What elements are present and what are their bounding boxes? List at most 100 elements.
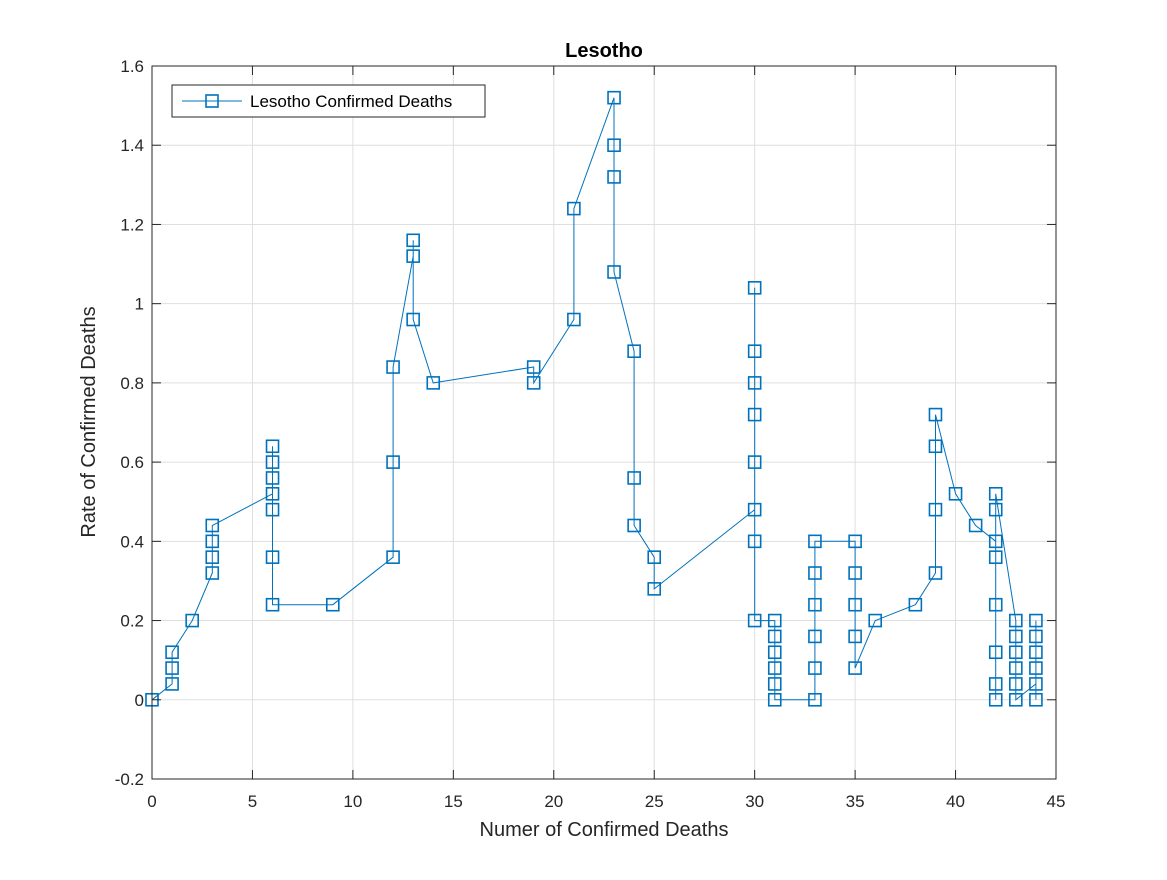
- x-tick-label: 30: [745, 792, 764, 811]
- data-point: [928, 407, 943, 422]
- data-point: [968, 518, 983, 533]
- data-point: [1009, 677, 1023, 691]
- data-point: [747, 534, 762, 549]
- series-layer: [145, 90, 1043, 707]
- data-point: [808, 534, 822, 549]
- data-point: [386, 360, 400, 374]
- data-point: [647, 582, 662, 596]
- y-tick-label: 0.8: [120, 374, 144, 393]
- data-point: [1009, 629, 1023, 644]
- data-point: [1029, 645, 1043, 660]
- data-point: [808, 661, 822, 675]
- data-point: [265, 597, 280, 612]
- data-point: [325, 597, 340, 612]
- x-tick-label: 25: [645, 792, 664, 811]
- data-point: [406, 249, 420, 263]
- data-point: [406, 233, 420, 248]
- data-point: [928, 439, 943, 454]
- x-ticks: 0 5 10 15 20 25 30 35 40 45: [147, 66, 1065, 811]
- data-point: [1029, 677, 1043, 691]
- data-point: [988, 597, 1003, 612]
- data-point: [848, 534, 862, 549]
- data-point: [928, 502, 943, 517]
- data-point: [747, 376, 762, 390]
- data-point: [265, 439, 280, 454]
- data-point: [526, 376, 541, 390]
- y-tick-label: 0.4: [120, 532, 144, 551]
- y-tick-label: 0: [135, 691, 144, 710]
- data-point: [567, 312, 581, 327]
- data-point: [647, 550, 662, 564]
- data-point: [205, 566, 220, 580]
- data-point: [1009, 613, 1023, 628]
- data-point: [607, 138, 621, 153]
- data-point: [265, 471, 280, 485]
- data-point: [386, 455, 400, 469]
- y-tick-label: 0.6: [120, 453, 144, 472]
- y-tick-label: 1.6: [120, 57, 144, 76]
- data-point: [767, 677, 782, 691]
- x-tick-label: 20: [544, 792, 563, 811]
- x-tick-label: 0: [147, 792, 156, 811]
- x-axis-label: Numer of Confirmed Deaths: [480, 819, 729, 841]
- data-point: [928, 566, 943, 580]
- data-point: [747, 281, 762, 295]
- data-point: [265, 550, 280, 564]
- data-point: [165, 661, 179, 675]
- data-point: [1009, 645, 1023, 660]
- data-point: [747, 455, 762, 469]
- y-tick-label: 1.2: [120, 215, 144, 234]
- data-point: [767, 613, 782, 628]
- data-point: [808, 566, 822, 580]
- legend-label: Lesotho Confirmed Deaths: [250, 92, 452, 111]
- data-point: [988, 486, 1003, 501]
- data-point: [747, 407, 762, 422]
- data-point: [767, 645, 782, 660]
- data-point: [988, 645, 1003, 660]
- chart-title: Lesotho: [565, 40, 643, 62]
- data-point: [747, 344, 762, 359]
- data-point: [1029, 692, 1043, 707]
- data-point: [808, 692, 822, 707]
- y-axis-label: Rate of Confirmed Deaths: [78, 306, 100, 537]
- y-ticks: -0.2 0 0.2 0.4 0.6 0.8 1 1.2 1.4 1.6: [115, 57, 1056, 789]
- data-point: [988, 677, 1003, 691]
- data-point: [607, 265, 621, 279]
- data-point: [205, 550, 220, 564]
- data-point: [185, 613, 199, 628]
- data-point: [607, 170, 621, 184]
- data-point: [767, 661, 782, 675]
- data-point: [1009, 692, 1023, 707]
- data-point: [386, 550, 400, 564]
- data-point: [426, 376, 441, 390]
- data-point: [627, 344, 641, 359]
- data-point: [627, 471, 641, 485]
- data-point: [848, 661, 862, 675]
- data-point: [265, 486, 280, 501]
- y-tick-label: 0.2: [120, 612, 144, 631]
- data-point: [808, 629, 822, 644]
- data-point: [1029, 629, 1043, 644]
- data-point: [767, 692, 782, 707]
- x-tick-label: 10: [343, 792, 362, 811]
- data-point: [205, 534, 220, 549]
- data-point: [265, 502, 280, 517]
- plot-frame: [151, 65, 1057, 780]
- x-tick-label: 45: [1047, 792, 1066, 811]
- data-point: [1029, 613, 1043, 628]
- data-point: [165, 677, 179, 691]
- data-point: [627, 518, 641, 533]
- data-point: [948, 486, 963, 501]
- data-point: [526, 360, 541, 374]
- data-point: [988, 550, 1003, 564]
- x-tick-label: 15: [444, 792, 463, 811]
- data-point: [848, 597, 862, 612]
- data-point: [747, 502, 762, 517]
- data-point: [607, 90, 621, 105]
- legend-marker-square: [205, 94, 219, 108]
- data-point: [988, 502, 1003, 517]
- y-tick-label: 1: [135, 295, 144, 314]
- data-point: [1029, 661, 1043, 675]
- data-point: [868, 613, 883, 628]
